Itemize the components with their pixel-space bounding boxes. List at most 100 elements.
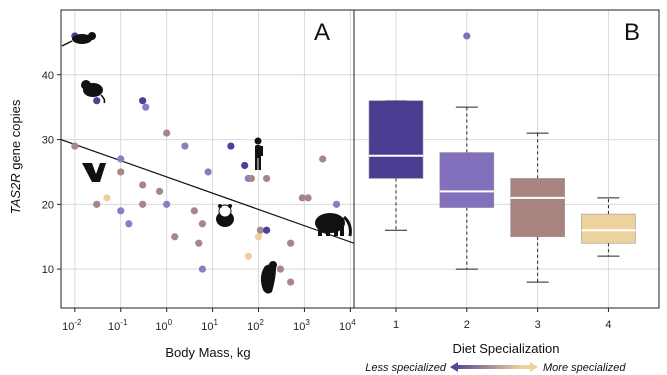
- panel-a-frame: [61, 10, 354, 308]
- data-point: [277, 266, 284, 273]
- x-tick-label: 10-1: [108, 318, 128, 333]
- data-point: [163, 129, 170, 136]
- x-tick-base: 10: [293, 321, 305, 333]
- box-group: [369, 101, 423, 231]
- box-iqr: [511, 178, 565, 236]
- data-point: [199, 220, 206, 227]
- panel-b-boxes: [369, 32, 635, 282]
- x-tick-label: 103: [293, 318, 310, 333]
- x-tick-label: 1: [393, 319, 399, 331]
- box-iqr: [581, 214, 635, 243]
- x-tick-exponent: 1: [213, 318, 218, 327]
- data-point: [117, 155, 124, 162]
- legend-less-specialized: Less specialized: [365, 362, 447, 374]
- data-point: [125, 220, 132, 227]
- x-tick-label: 3: [535, 319, 541, 331]
- data-point: [333, 201, 340, 208]
- data-point: [304, 194, 311, 201]
- mouse-silhouette: [62, 32, 96, 46]
- legend-gradient-arrow: [450, 362, 522, 372]
- data-point: [142, 104, 149, 111]
- panel-a-points: [71, 32, 340, 285]
- outlier-point: [463, 32, 470, 39]
- data-point: [71, 142, 78, 149]
- data-point: [241, 162, 248, 169]
- rat-silhouette: [81, 80, 105, 103]
- panel-b-grid: [396, 10, 608, 308]
- data-point: [191, 207, 198, 214]
- data-point: [227, 142, 234, 149]
- x-tick-exponent: -1: [120, 318, 128, 327]
- data-point: [263, 227, 270, 234]
- panel-a-x-label: Body Mass, kg: [165, 345, 250, 360]
- panel-a-grid: [61, 10, 659, 308]
- data-point: [139, 97, 146, 104]
- x-tick-label: 10-2: [62, 318, 82, 333]
- data-point: [156, 188, 163, 195]
- panel-a-y-ticks: 10 20 30 40: [42, 70, 61, 276]
- y-tick-label: 10: [42, 264, 54, 276]
- panel-a-y-label: TAS2R gene copies: [8, 99, 23, 214]
- x-tick-exponent: 2: [259, 318, 264, 327]
- x-tick-base: 10: [201, 321, 213, 333]
- data-point: [257, 227, 264, 234]
- data-point: [171, 233, 178, 240]
- panel-a-letter: A: [314, 19, 330, 46]
- data-point: [287, 278, 294, 285]
- x-tick-label: 101: [201, 318, 218, 333]
- data-point: [263, 175, 270, 182]
- x-tick-base: 10: [247, 321, 259, 333]
- x-tick-base: 10: [62, 321, 74, 333]
- data-point: [255, 233, 262, 240]
- x-tick-label: 4: [605, 319, 611, 331]
- data-point: [248, 175, 255, 182]
- box-iqr: [440, 153, 494, 208]
- specialization-legend: Less specialized More specialized: [365, 362, 626, 374]
- legend-more-specialized: More specialized: [543, 362, 626, 374]
- panel-b-x-ticks: 1 2 3 4: [393, 308, 612, 331]
- x-tick-label: 2: [464, 319, 470, 331]
- x-tick-exponent: -2: [74, 318, 82, 327]
- manatee-silhouette: [261, 261, 277, 294]
- x-tick-label: 102: [247, 318, 264, 333]
- panel-b-x-label: Diet Specialization: [453, 341, 560, 356]
- x-tick-base: 10: [339, 321, 351, 333]
- x-tick-exponent: 3: [305, 318, 310, 327]
- box-iqr: [369, 101, 423, 179]
- regression-line: [61, 140, 354, 244]
- x-tick-exponent: 0: [168, 318, 173, 327]
- data-point: [117, 207, 124, 214]
- x-tick-label: 100: [155, 318, 172, 333]
- data-point: [93, 201, 100, 208]
- data-point: [139, 201, 146, 208]
- panel-b-letter: B: [624, 19, 640, 46]
- data-point: [287, 240, 294, 247]
- data-point: [195, 240, 202, 247]
- bat-silhouette: [82, 163, 106, 182]
- data-point: [103, 194, 110, 201]
- y-label-rest: gene copies: [8, 99, 23, 173]
- y-tick-label: 40: [42, 70, 54, 82]
- human-silhouette: [255, 138, 264, 171]
- y-tick-label: 20: [42, 199, 54, 211]
- elephant-silhouette: [315, 213, 350, 236]
- x-tick-exponent: 4: [351, 318, 356, 327]
- data-point: [117, 168, 124, 175]
- x-tick-base: 10: [155, 321, 167, 333]
- data-point: [139, 181, 146, 188]
- x-tick-base: 10: [108, 321, 120, 333]
- panel-b: B 1 2 3 4 Diet Specialization Less speciali…: [354, 10, 659, 374]
- x-tick-label: 104: [339, 318, 356, 333]
- panel-a-x-ticks: 10-2 10-1 100 101 102 103 104: [62, 308, 356, 333]
- data-point: [163, 201, 170, 208]
- data-point: [93, 97, 100, 104]
- data-point: [319, 155, 326, 162]
- legend-arrow-head: [522, 362, 538, 372]
- data-point: [205, 168, 212, 175]
- panda-silhouette: [216, 204, 234, 227]
- y-tick-label: 30: [42, 135, 54, 147]
- data-point: [245, 253, 252, 260]
- y-label-gene-name: TAS2R: [8, 173, 23, 214]
- data-point: [199, 266, 206, 273]
